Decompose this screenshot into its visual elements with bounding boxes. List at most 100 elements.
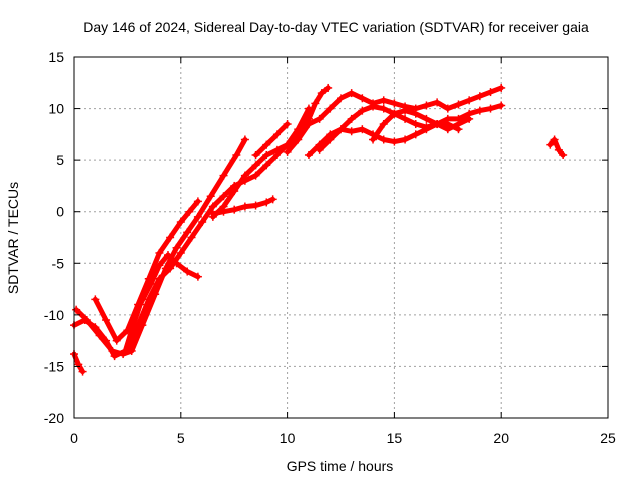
data-point [546,140,555,149]
data-point [251,201,260,210]
data-point [272,145,281,154]
data-point [379,104,388,113]
data-point [324,83,333,92]
data-point [454,120,463,129]
series-line-arc-13 [547,137,566,158]
data-point [443,125,452,134]
data-point [219,171,228,180]
series-line-arc-5 [124,106,312,354]
data-point [251,150,260,159]
data-point [240,171,249,180]
data-point [433,120,442,129]
data-point [550,135,559,144]
data-point [554,145,563,154]
data-point [379,96,388,105]
data-point [262,161,271,170]
data-point [283,147,292,156]
data-point [240,202,249,211]
data-point [559,150,568,159]
data-point [401,135,410,144]
chart-title: Day 146 of 2024, Sidereal Day-to-day VTE… [83,19,589,35]
data-point [166,233,175,242]
data-point [411,109,420,118]
data-point [166,264,175,273]
data-point [155,274,164,283]
data-point [251,171,260,180]
y-tick-label: 0 [56,204,64,220]
y-tick-label: 5 [56,152,64,168]
x-tick-label: 15 [387,430,403,446]
data-point [379,120,388,129]
data-point [134,300,143,309]
data-point [347,127,356,136]
data-point [347,114,356,123]
data-point [401,114,410,123]
data-point [337,125,345,134]
x-tick-label: 5 [177,430,185,446]
data-point [208,202,217,211]
data-point [119,350,128,359]
data-point [422,125,431,134]
data-point [95,331,104,340]
data-point [347,89,356,98]
data-point [91,295,100,304]
data-point [72,305,81,314]
data-point [358,106,367,115]
data-point [358,125,367,134]
x-tick-label: 10 [280,430,296,446]
data-point [112,336,121,345]
data-point [486,88,495,97]
data-point [411,120,420,129]
y-tick-label: -10 [44,307,64,323]
data-point [183,267,192,276]
data-point [465,114,474,123]
data-point [433,98,442,107]
data-point [315,114,324,123]
data-point [74,360,83,369]
data-point [272,130,281,139]
plot-frame [73,56,609,419]
data-point [193,212,202,221]
data-point [390,109,399,118]
data-point [193,272,202,281]
data-point [198,218,207,227]
data-point [123,326,132,335]
data-point [422,101,431,110]
data-point [232,150,241,159]
data-point [268,195,277,204]
data-point [240,135,249,144]
data-point [134,321,143,330]
data-point [219,192,228,201]
data-point [486,104,495,113]
data-point [304,150,313,159]
data-point [108,346,117,355]
data-point [193,197,202,206]
data-point [411,130,420,139]
series-group [70,83,568,376]
data-point [422,114,431,123]
data-point [144,274,153,283]
data-point [262,198,271,207]
x-tick-label: 20 [493,430,509,446]
data-point [390,99,399,108]
data-point [475,92,484,101]
data-point [337,94,345,103]
ticks: 0 5 10 15 20 25 -20 -15 -10 -5 0 5 10 15 [44,49,616,446]
data-point [144,295,153,304]
data-point [358,94,367,103]
data-point [283,120,292,129]
x-tick-label: 25 [600,430,616,446]
data-point [262,150,271,159]
data-point [176,218,185,227]
data-point [176,248,185,257]
series-line-arc-12 [370,108,472,142]
data-point [443,104,452,113]
data-point [82,316,91,325]
data-point [183,228,192,237]
data-point [497,83,506,92]
data-point [230,187,239,196]
y-tick-label: -5 [52,255,65,271]
data-point [497,101,506,110]
data-point [390,137,399,146]
